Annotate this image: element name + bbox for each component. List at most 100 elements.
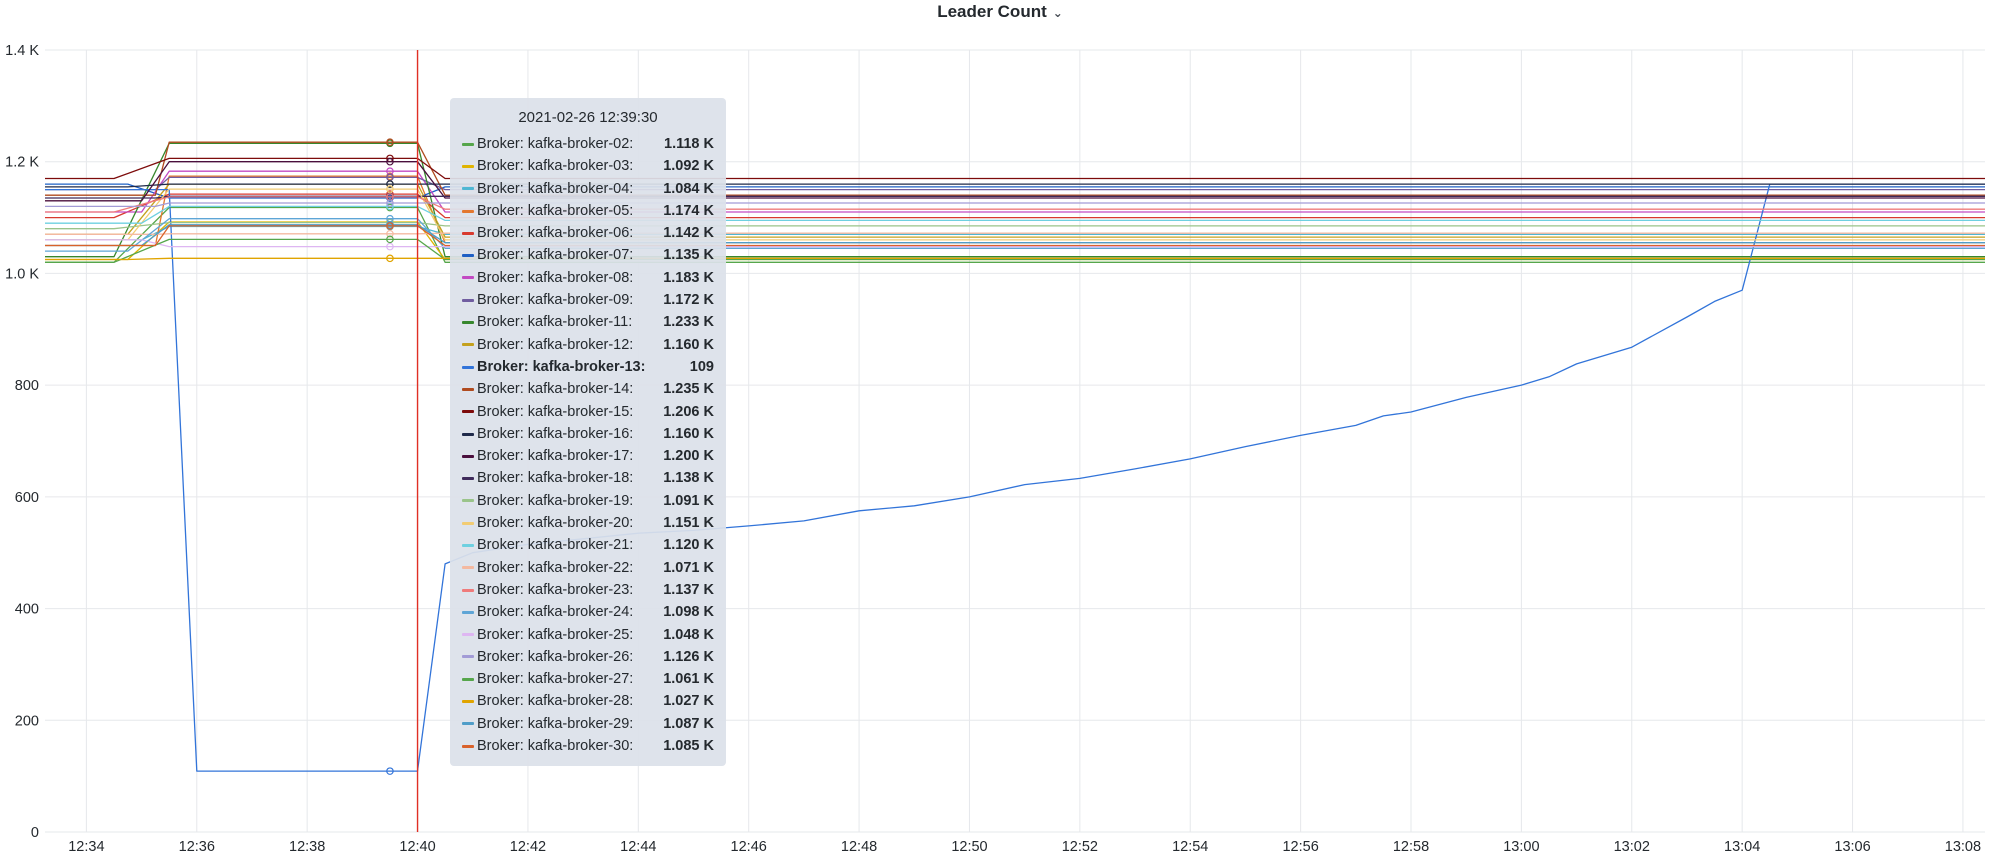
- tooltip-series-value: 1.174 K: [663, 202, 714, 219]
- y-tick-label: 800: [15, 378, 39, 394]
- tooltip-series-value: 1.085 K: [663, 738, 714, 755]
- tooltip-series-name: Broker: kafka-broker-03:: [477, 158, 634, 175]
- tooltip-row: Broker: kafka-broker-06: 1.142 K: [462, 222, 714, 244]
- tooltip-series-name: Broker: kafka-broker-26:: [477, 648, 634, 665]
- series-color-swatch: [462, 610, 474, 614]
- tooltip-row: Broker: kafka-broker-23: 1.137 K: [462, 579, 714, 601]
- tooltip-row: Broker: kafka-broker-08: 1.183 K: [462, 267, 714, 289]
- hover-point: [386, 767, 394, 775]
- tooltip-row: Broker: kafka-broker-20: 1.151 K: [462, 512, 714, 534]
- tooltip-series-value: 109: [689, 358, 714, 375]
- series-color-swatch: [462, 254, 474, 258]
- x-tick-label: 13:04: [1724, 839, 1760, 855]
- tooltip-row: Broker: kafka-broker-05: 1.174 K: [462, 200, 714, 222]
- series-color-swatch: [462, 744, 474, 748]
- tooltip-series-name: Broker: kafka-broker-07:: [477, 247, 634, 264]
- series-line-10: [45, 183, 1985, 238]
- tooltip-row: Broker: kafka-broker-24: 1.098 K: [462, 601, 714, 623]
- series-color-swatch: [462, 343, 474, 347]
- tooltip-row: Broker: kafka-broker-28: 1.027 K: [462, 690, 714, 712]
- y-tick-label: 1.2 K: [5, 155, 39, 171]
- tooltip-series-name: Broker: kafka-broker-15:: [477, 403, 634, 420]
- tooltip-series-value: 1.160 K: [663, 425, 714, 442]
- x-tick-label: 12:58: [1393, 839, 1429, 855]
- series-color-swatch: [462, 410, 474, 414]
- x-tick-label: 12:40: [399, 839, 435, 855]
- tooltip-series-value: 1.118 K: [664, 136, 714, 152]
- hover-point: [386, 254, 394, 263]
- y-tick-label: 1.4 K: [5, 43, 39, 59]
- tooltip-row: Broker: kafka-broker-27: 1.061 K: [462, 668, 714, 690]
- x-tick-label: 12:46: [731, 839, 767, 855]
- x-tick-label: 12:44: [620, 839, 656, 855]
- tooltip-series-name: Broker: kafka-broker-14:: [477, 381, 634, 398]
- series-color-swatch: [462, 588, 474, 592]
- tooltip-series-name: Broker: kafka-broker-24:: [477, 604, 634, 621]
- tooltip-series-name: Broker: kafka-broker-28:: [477, 693, 634, 710]
- x-tick-label: 12:34: [68, 839, 104, 855]
- series-color-swatch: [462, 231, 474, 235]
- tooltip-series-value: 1.091 K: [663, 492, 714, 509]
- x-tick-label: 12:54: [1172, 839, 1208, 855]
- tooltip-row: Broker: kafka-broker-09: 1.172 K: [462, 289, 714, 311]
- series-color-swatch: [462, 209, 474, 213]
- tooltip-series-name: Broker: kafka-broker-06:: [477, 225, 634, 242]
- x-tick-label: 12:52: [1062, 839, 1098, 855]
- y-tick-label: 0: [31, 825, 39, 841]
- tooltip-series-value: 1.098 K: [663, 604, 714, 621]
- tooltip-row: Broker: kafka-broker-26: 1.126 K: [462, 646, 714, 668]
- series-tooltip: 2021-02-26 12:39:30 Broker: kafka-broker…: [450, 98, 726, 766]
- y-tick-label: 400: [15, 602, 39, 618]
- tooltip-series-name: Broker: kafka-broker-19:: [477, 492, 634, 509]
- tooltip-series-value: 1.120 K: [663, 537, 714, 554]
- series-color-swatch: [462, 521, 474, 525]
- panel-title-text: Leader Count: [937, 2, 1047, 21]
- x-tick-label: 13:08: [1945, 839, 1981, 855]
- panel-title[interactable]: Leader Count ⌄: [0, 0, 2000, 24]
- hover-point: [386, 180, 394, 188]
- series-color-swatch: [462, 276, 474, 280]
- series-color-swatch: [462, 633, 474, 637]
- x-tick-label: 12:38: [289, 839, 325, 855]
- tooltip-series-name: Broker: kafka-broker-17:: [477, 448, 634, 465]
- tooltip-row: Broker: kafka-broker-02: 1.118 K: [462, 133, 714, 155]
- tooltip-row: Broker: kafka-broker-03: 1.092 K: [462, 155, 714, 177]
- series-color-swatch: [462, 499, 474, 503]
- tooltip-series-value: 1.092 K: [663, 158, 714, 175]
- tooltip-series-value: 1.233 K: [663, 314, 714, 331]
- tooltip-time: 2021-02-26 12:39:30: [518, 109, 658, 126]
- tooltip-series-name: Broker: kafka-broker-02:: [477, 136, 634, 152]
- hover-point: [386, 185, 394, 193]
- tooltip-series-name: Broker: kafka-broker-21:: [477, 537, 634, 554]
- tooltip-row: Broker: kafka-broker-14: 1.235 K: [462, 378, 714, 400]
- tooltip-series-name: Broker: kafka-broker-09:: [477, 292, 634, 309]
- series-line-21: [45, 196, 1985, 213]
- tooltip-row: Broker: kafka-broker-29: 1.087 K: [462, 713, 714, 735]
- series-line-11: [45, 183, 1985, 772]
- hover-point: [386, 138, 394, 146]
- tooltip-row: Broker: kafka-broker-16: 1.160 K: [462, 423, 714, 445]
- y-tick-label: 200: [15, 713, 39, 729]
- series-color-swatch: [462, 543, 474, 547]
- tooltip-series-name: Broker: kafka-broker-08:: [477, 269, 634, 286]
- tooltip-series-name: Broker: kafka-broker-23:: [477, 581, 634, 598]
- series-color-swatch: [462, 477, 474, 481]
- tooltip-series-value: 1.235 K: [663, 381, 714, 398]
- chevron-down-icon[interactable]: ⌄: [1052, 5, 1063, 20]
- x-tick-label: 13:06: [1834, 839, 1870, 855]
- tooltip-series-name: Broker: kafka-broker-04:: [477, 180, 634, 197]
- hover-point: [386, 222, 394, 230]
- tooltip-series-value: 1.061 K: [663, 671, 714, 688]
- x-tick-label: 12:42: [510, 839, 546, 855]
- series-color-swatch: [462, 454, 474, 458]
- tooltip-series-value: 1.137 K: [663, 581, 714, 598]
- tooltip-series-name: Broker: kafka-broker-16:: [477, 425, 634, 442]
- tooltip-row: Broker: kafka-broker-13: 109: [462, 356, 714, 378]
- tooltip-series-value: 1.071 K: [663, 559, 714, 576]
- tooltip-row: Broker: kafka-broker-21: 1.120 K: [462, 534, 714, 556]
- tooltip-series-value: 1.172 K: [663, 292, 714, 309]
- tooltip-series-value: 1.206 K: [663, 403, 714, 420]
- tooltip-row: Broker: kafka-broker-17: 1.200 K: [462, 445, 714, 467]
